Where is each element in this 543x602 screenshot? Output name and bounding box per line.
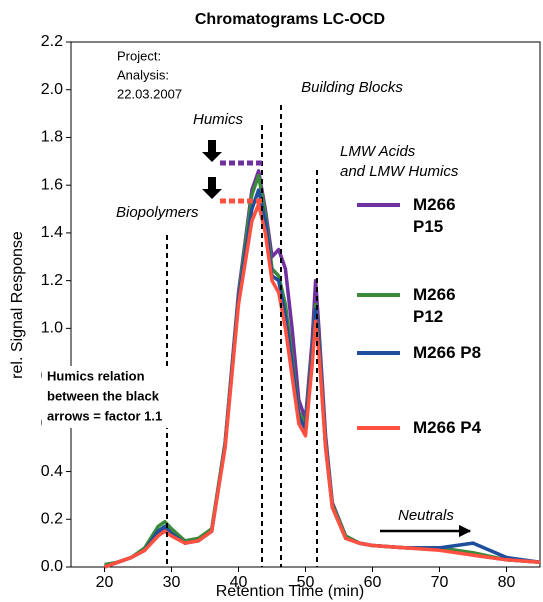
annotation: LMW Acids xyxy=(340,143,416,160)
note-background xyxy=(42,366,224,428)
y-tick-label: 0.2 xyxy=(41,510,63,527)
y-tick-label: 0.4 xyxy=(41,463,63,480)
x-tick-label: 80 xyxy=(498,574,516,591)
arrow-down xyxy=(202,177,222,199)
annotation: arrows = factor 1.1 xyxy=(47,408,162,423)
y-tick-label: 2.2 xyxy=(41,33,63,50)
annotation: Neutrals xyxy=(398,507,454,524)
y-tick-label: 1.8 xyxy=(41,129,63,146)
arrow-down xyxy=(202,140,222,162)
x-tick-label: 30 xyxy=(163,574,181,591)
x-tick-label: 70 xyxy=(431,574,449,591)
x-tick-label: 40 xyxy=(230,574,248,591)
y-tick-label: 1.0 xyxy=(41,320,63,337)
x-axis-label: Retention Time (min) xyxy=(216,583,365,600)
x-tick-label: 50 xyxy=(297,574,315,591)
annotation: Humics relation xyxy=(47,368,145,383)
annotation: Humics xyxy=(193,111,244,128)
series-line xyxy=(103,202,541,569)
y-axis-label: rel. Signal Response xyxy=(9,231,26,379)
y-tick-label: 1.6 xyxy=(41,176,63,193)
y-tick-label: 2.0 xyxy=(41,81,63,98)
y-tick-label: 1.4 xyxy=(41,224,63,241)
annotation: Biopolymers xyxy=(116,204,199,221)
annotation: and LMW Humics xyxy=(340,163,459,180)
y-tick-label: 1.2 xyxy=(41,272,63,289)
legend-label: M266 P12 xyxy=(413,285,456,326)
x-tick-label: 20 xyxy=(96,574,114,591)
legend-label: M266 P8 xyxy=(413,343,482,362)
annotation: Analysis: xyxy=(117,67,169,82)
chart-title: Chromatograms LC-OCD xyxy=(195,11,385,28)
annotation: between the black xyxy=(47,388,160,403)
plot-area: 0.00.20.40.60.81.01.21.41.61.82.02.22030… xyxy=(41,33,541,591)
annotation: Building Blocks xyxy=(301,79,403,96)
y-tick-label: 0.0 xyxy=(41,558,63,575)
legend-label: M266 P4 xyxy=(413,418,482,437)
x-tick-label: 60 xyxy=(364,574,382,591)
note: Humics relation between the black arrows =… xyxy=(42,366,224,428)
annotation: Project: xyxy=(117,48,161,63)
legend-label: M266 P15 xyxy=(413,195,456,236)
annotation: 22.03.2007 xyxy=(117,86,182,101)
